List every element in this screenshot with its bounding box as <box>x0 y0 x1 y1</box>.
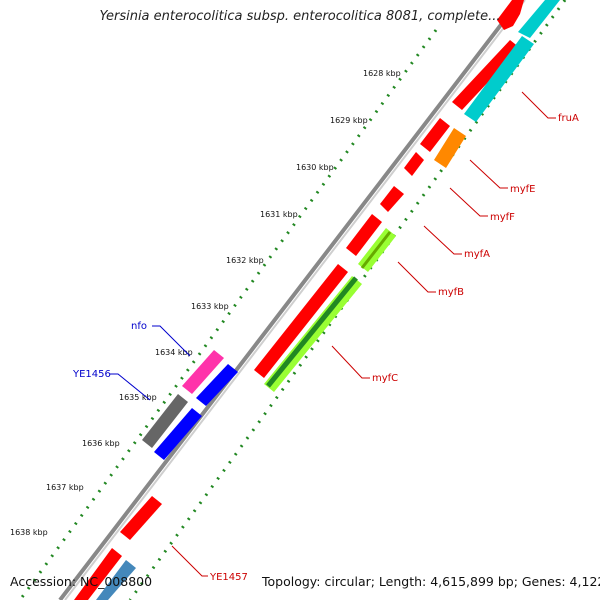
tick-label-1633: 1633 kbp <box>191 302 229 311</box>
gene-label-nfo[interactable]: nfo <box>131 321 147 332</box>
outer-dotted-ring <box>18 29 438 600</box>
tick-label-1628: 1628 kbp <box>363 69 401 78</box>
feature-myfC-left[interactable] <box>254 264 348 378</box>
feature-YE1456[interactable] <box>142 394 188 448</box>
feature-trna-top[interactable] <box>518 0 560 38</box>
tick-label-1637: 1637 kbp <box>46 483 84 492</box>
tick-label-1638: 1638 kbp <box>10 528 48 537</box>
gene-label-YE1456[interactable]: YE1456 <box>72 369 111 380</box>
feature-myfC-stripe <box>266 276 358 388</box>
gene-label-myfF[interactable]: myfF <box>490 212 515 223</box>
feature-blue-2[interactable] <box>154 408 202 460</box>
feature-fruA-left[interactable] <box>452 40 520 110</box>
tick-label-1631: 1631 kbp <box>260 210 298 219</box>
gene-label-myfB[interactable]: myfB <box>438 287 464 298</box>
reverse-strand-features <box>96 0 560 600</box>
label-leaders <box>110 91 556 577</box>
feature-myfB-left[interactable] <box>346 214 382 256</box>
forward-strand-features <box>74 0 524 600</box>
feature-myfE[interactable] <box>434 128 466 168</box>
gene-label-fruA[interactable]: fruA <box>558 113 579 124</box>
accession-text: Accession: NC_008800 <box>10 574 153 589</box>
tick-label-1632: 1632 kbp <box>226 256 264 265</box>
backbone-ring-shadow <box>64 0 526 600</box>
gene-label-myfE[interactable]: myfE <box>510 184 536 195</box>
feature-blue-1[interactable] <box>196 364 238 406</box>
feature-nfo[interactable] <box>182 350 224 394</box>
feature-YE1457[interactable] <box>120 496 162 540</box>
topology-summary: Topology: circular; Length: 4,615,899 bp… <box>262 574 600 589</box>
feature-myfE-left[interactable] <box>420 118 450 152</box>
gene-label-myfA[interactable]: myfA <box>464 249 490 260</box>
feature-bottom-red[interactable] <box>74 548 122 600</box>
tick-label-1636: 1636 kbp <box>82 439 120 448</box>
tick-label-1634: 1634 kbp <box>155 348 193 357</box>
gene-label-YE1457[interactable]: YE1457 <box>209 572 248 583</box>
feature-myfB-stripe <box>360 231 392 269</box>
map-title: Yersinia enterocolitica subsp. enterocol… <box>99 9 501 24</box>
tick-label-1635: 1635 kbp <box>119 393 157 402</box>
tick-labels: 1628 kbp 1629 kbp 1630 kbp 1631 kbp 1632… <box>10 69 401 537</box>
gene-label-myfC[interactable]: myfC <box>372 373 398 384</box>
tick-label-1629: 1629 kbp <box>330 116 368 125</box>
backbone-ring <box>58 0 522 600</box>
gene-labels: fruA myfE myfF myfA myfB myfC nfo YE1456… <box>72 113 579 583</box>
feature-fruA[interactable] <box>464 36 534 122</box>
feature-top-red[interactable] <box>497 0 524 30</box>
feature-myfA-left[interactable] <box>380 186 404 212</box>
tick-label-1630: 1630 kbp <box>296 163 334 172</box>
feature-bottom-steelblue[interactable] <box>96 560 136 600</box>
feature-myfF-left[interactable] <box>404 152 424 176</box>
